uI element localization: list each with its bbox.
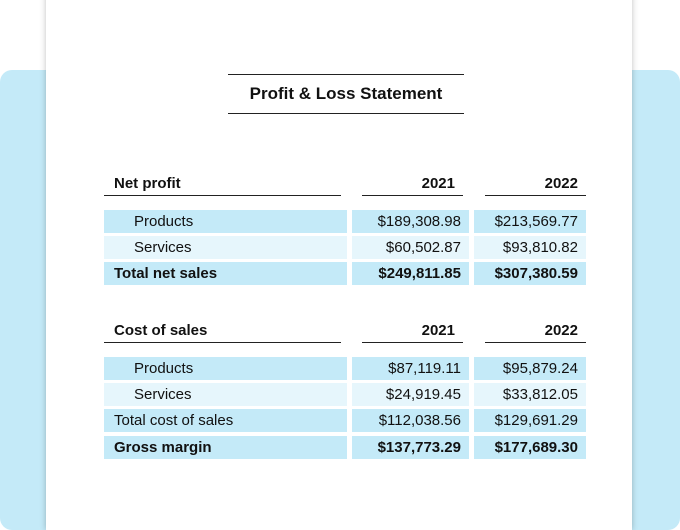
- row-label: Gross margin: [104, 436, 347, 459]
- column-header: 2021: [362, 319, 463, 343]
- column-header: 2022: [485, 319, 586, 343]
- amount-cell: $129,691.29: [474, 409, 586, 432]
- amount-cell: $24,919.45: [352, 383, 469, 406]
- amount-cell: $307,380.59: [474, 262, 586, 285]
- column-header: Net profit: [104, 172, 341, 196]
- amount-cell: $137,773.29: [352, 436, 469, 459]
- row-label: Total net sales: [104, 262, 347, 285]
- amount-cell: $112,038.56: [352, 409, 469, 432]
- row-label: Products: [104, 357, 347, 380]
- amount-cell: $95,879.24: [474, 357, 586, 380]
- row-label: Total cost of sales: [104, 409, 347, 432]
- row-label: Products: [104, 210, 347, 233]
- amount-cell: $213,569.77: [474, 210, 586, 233]
- page: Profit & Loss Statement Net profit 2021 20…: [0, 70, 680, 530]
- amount-cell: $189,308.98: [352, 210, 469, 233]
- column-header: Cost of sales: [104, 319, 341, 343]
- column-header: 2022: [485, 172, 586, 196]
- row-label: Services: [104, 383, 347, 406]
- amount-cell: $249,811.85: [352, 262, 469, 285]
- amount-cell: $87,119.11: [352, 357, 469, 380]
- amount-cell: $33,812.05: [474, 383, 586, 406]
- amount-cell: $177,689.30: [474, 436, 586, 459]
- column-header: 2021: [362, 172, 463, 196]
- amount-cell: $93,810.82: [474, 236, 586, 259]
- statement-title: Profit & Loss Statement: [228, 74, 464, 114]
- amount-cell: $60,502.87: [352, 236, 469, 259]
- row-label: Services: [104, 236, 347, 259]
